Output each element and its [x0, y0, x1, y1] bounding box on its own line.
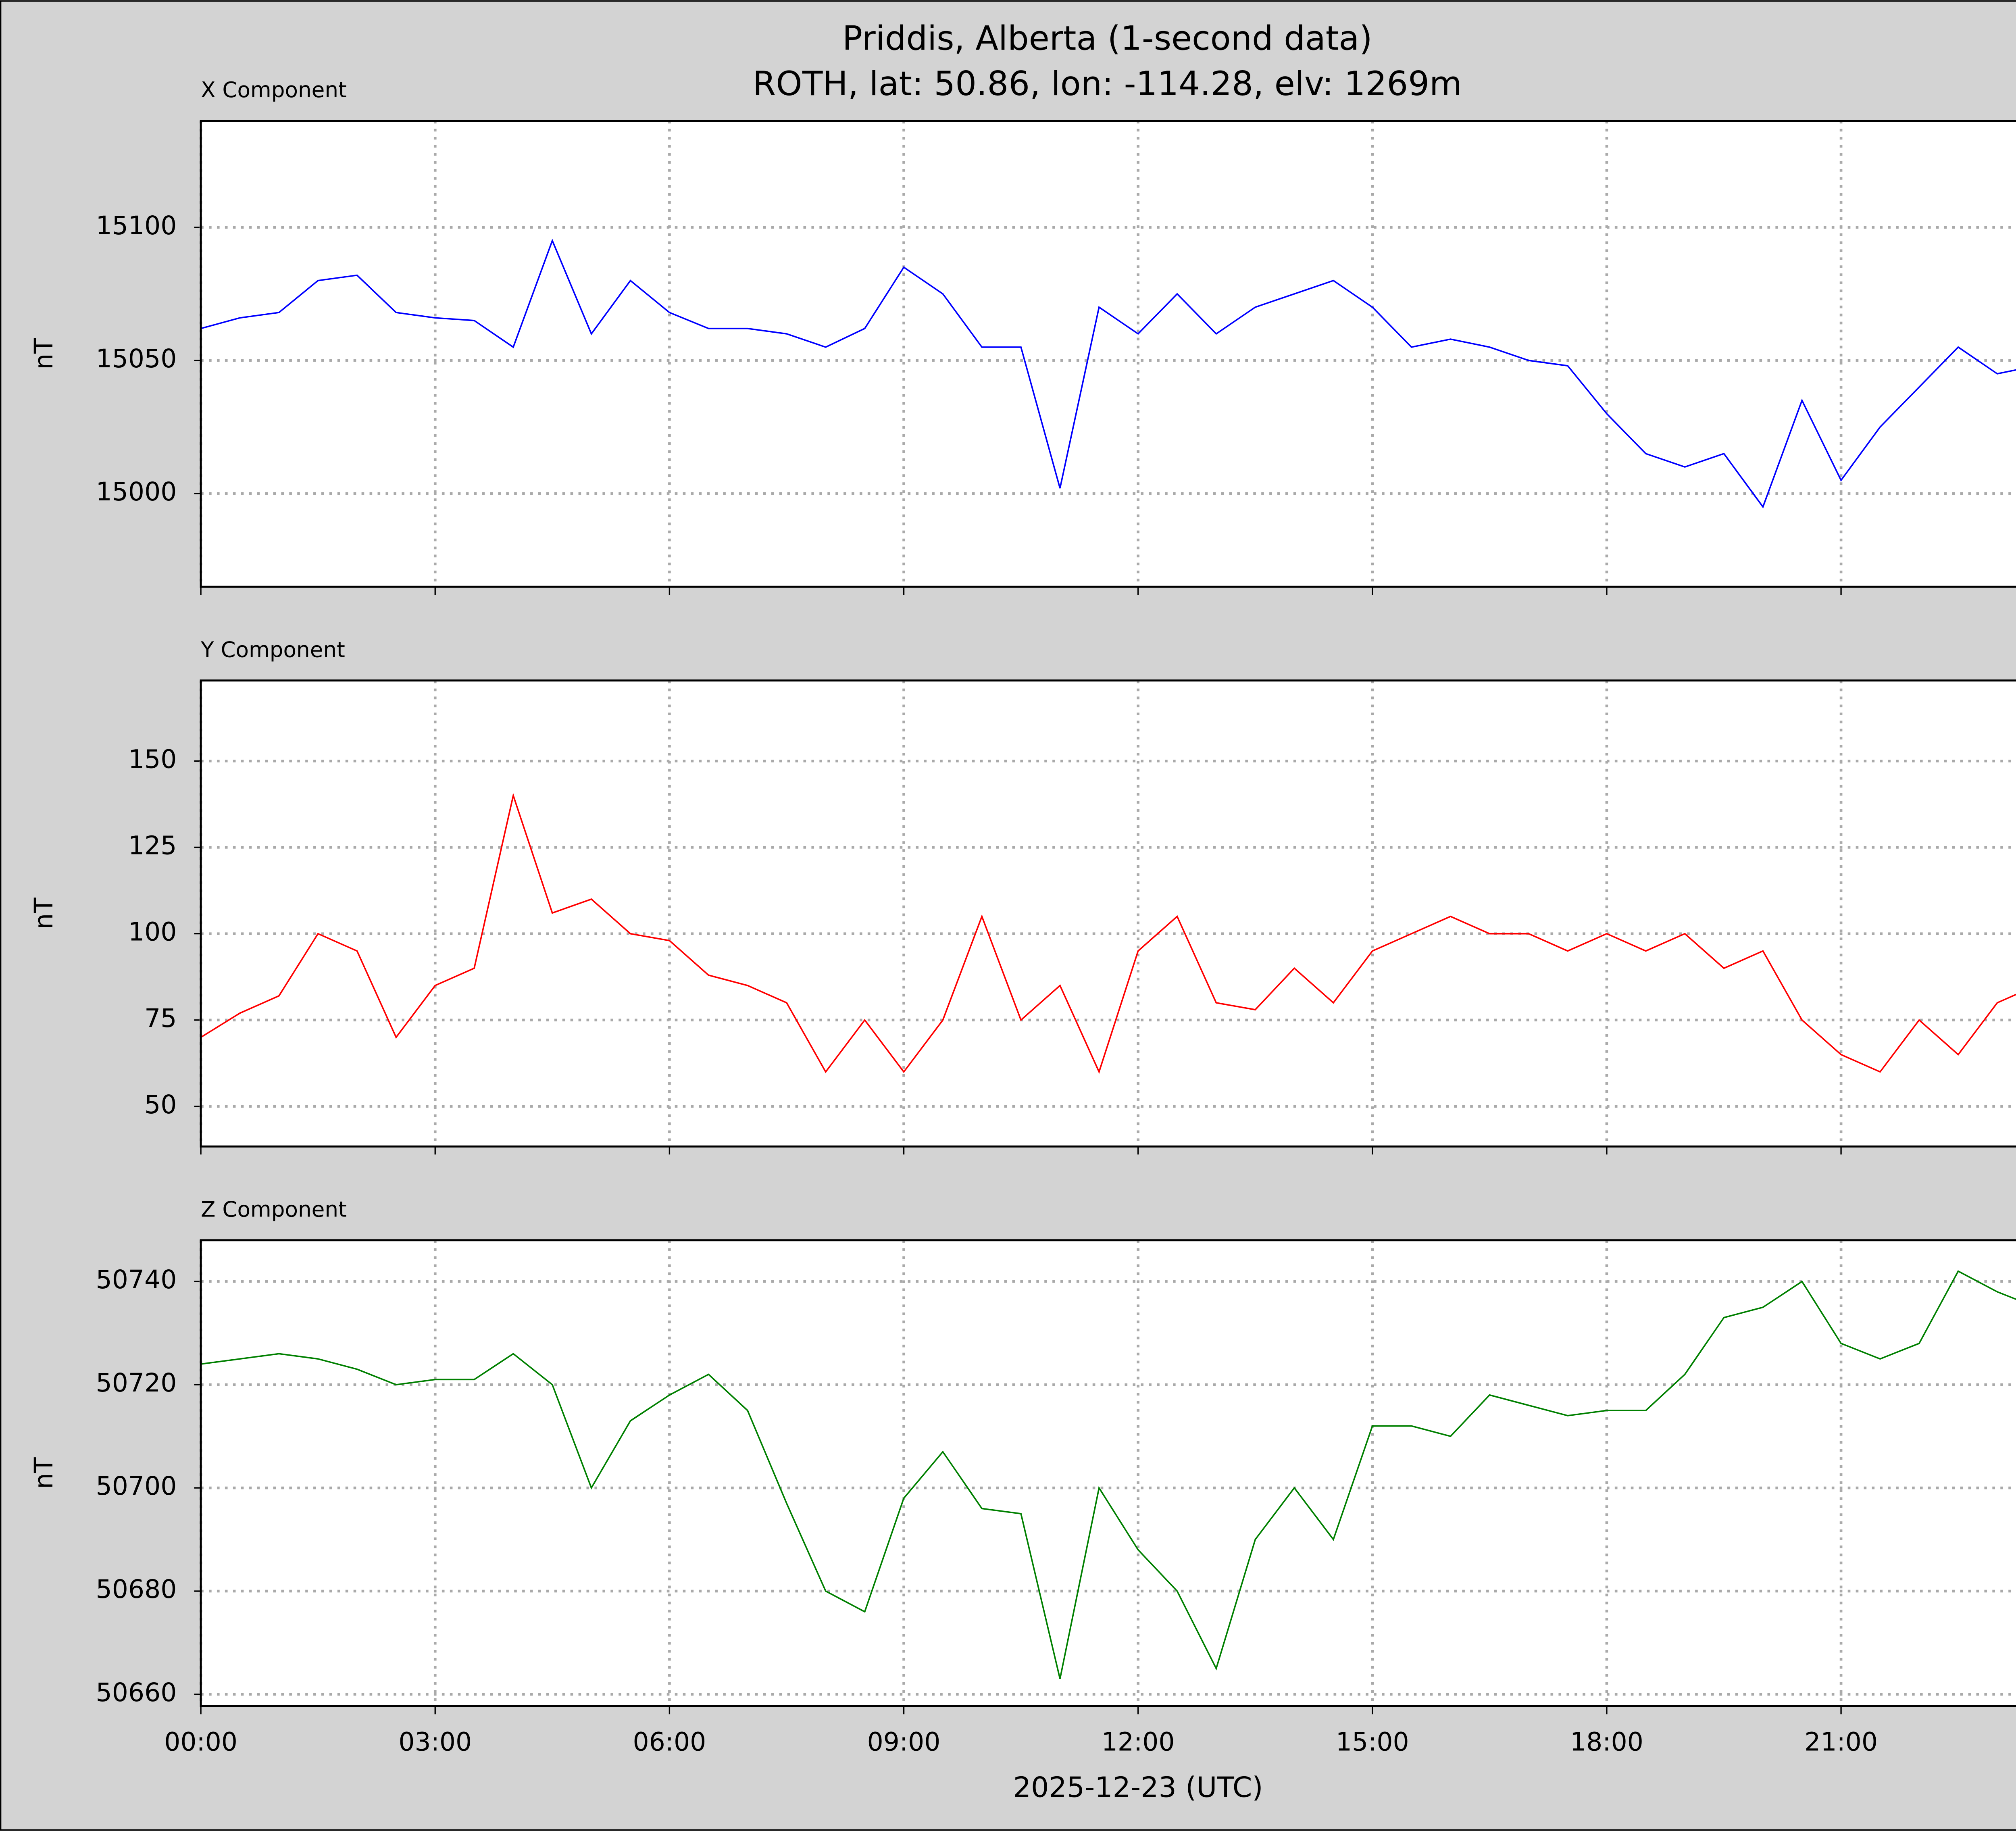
- x-tick-label: 18:00: [1570, 1727, 1643, 1756]
- figure-title: Priddis, Alberta (1-second data): [842, 19, 1372, 58]
- x-axis-label: 2025-12-23 (UTC): [1013, 1771, 1263, 1804]
- x-tick-label: 12:00: [1102, 1727, 1175, 1756]
- y-tick-label: 50740: [96, 1264, 177, 1294]
- y-tick-label: 50660: [96, 1677, 177, 1707]
- y-tick-label: 100: [128, 917, 177, 947]
- x-tick-label: 15:00: [1336, 1727, 1409, 1756]
- data-line: [200, 238, 2016, 508]
- y-tick-label: 15050: [96, 344, 177, 373]
- y-tick-label: 75: [144, 1003, 177, 1033]
- y-tick-label: 15000: [96, 477, 177, 506]
- y-axis-label: nT: [29, 898, 58, 929]
- panel-title: X Component: [201, 77, 347, 102]
- data-line: [200, 793, 2016, 1074]
- data-line: [200, 1270, 2016, 1679]
- x-tick-label: 06:00: [633, 1727, 706, 1756]
- plot-frame: [200, 120, 2016, 588]
- y-tick-label: 50680: [96, 1574, 177, 1604]
- x-tick-label: 00:00: [164, 1727, 237, 1756]
- plot-frame: [200, 1239, 2016, 1707]
- x-tick-label: 03:00: [398, 1727, 472, 1756]
- plot-frame: [200, 679, 2016, 1148]
- y-axis-label: nT: [29, 1457, 58, 1489]
- figure-subtitle: ROTH, lat: 50.86, lon: -114.28, elv: 126…: [753, 64, 1462, 103]
- panel-title: Y Component: [200, 637, 345, 662]
- y-tick-label: 125: [128, 831, 177, 860]
- x-tick-label: 21:00: [1804, 1727, 1878, 1756]
- y-tick-label: 150: [128, 744, 177, 774]
- plot-area: [201, 121, 2016, 587]
- plot-area: [201, 1240, 2016, 1706]
- x-tick-label: 09:00: [867, 1727, 941, 1756]
- plot-area: [201, 680, 2016, 1147]
- y-tick-label: 50: [144, 1089, 177, 1119]
- y-tick-label: 50700: [96, 1471, 177, 1501]
- panel-title: Z Component: [201, 1197, 347, 1222]
- y-tick-label: 50720: [96, 1368, 177, 1398]
- y-tick-label: 15100: [96, 210, 177, 240]
- y-axis-label: nT: [29, 338, 58, 370]
